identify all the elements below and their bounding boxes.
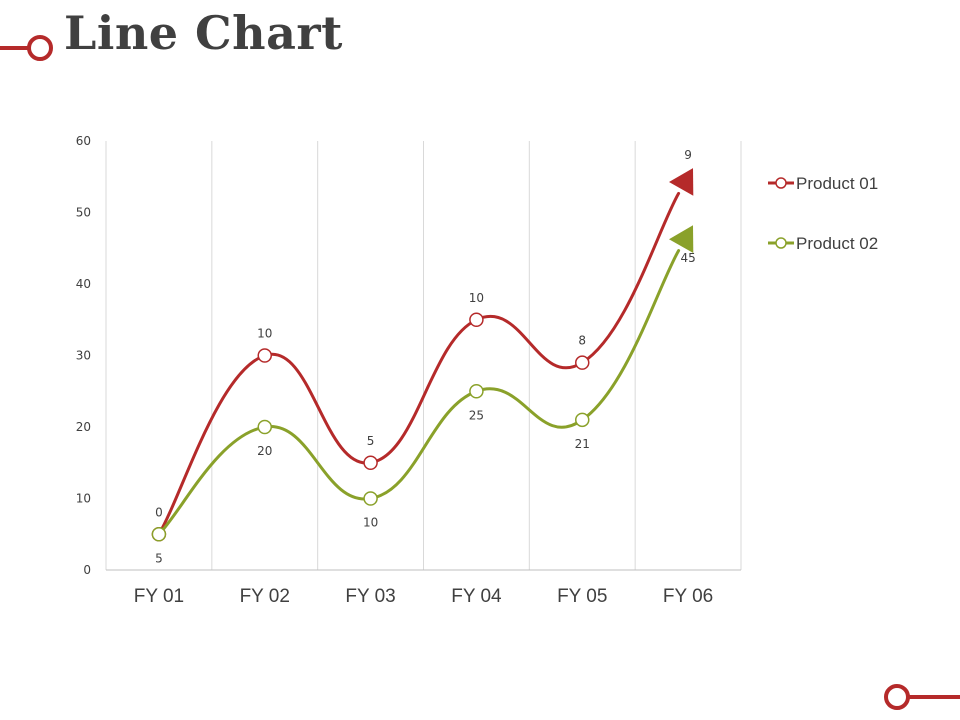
data-label: 5 (155, 551, 163, 565)
data-point (257, 348, 272, 363)
x-tick-label: FY 03 (345, 586, 395, 607)
data-label: 0 (155, 505, 163, 519)
legend: Product 01 Product 02 (768, 174, 878, 253)
y-tick-label: 50 (76, 206, 91, 220)
legend-entry-1: Product 01 (768, 174, 878, 193)
data-label: 20 (257, 444, 272, 458)
data-point (469, 384, 484, 399)
y-tick-label: 30 (76, 349, 91, 363)
data-point (257, 419, 272, 435)
data-label: 25 (469, 408, 484, 422)
data-point (363, 455, 378, 470)
data-label: 10 (469, 291, 484, 305)
data-point (575, 412, 590, 428)
data-point (469, 312, 484, 327)
y-tick-label: 40 (76, 277, 91, 291)
data-label: 8 (578, 334, 586, 348)
x-tick-label: FY 02 (240, 586, 290, 607)
legend-marker (775, 237, 787, 249)
y-tick-label: 0 (83, 563, 91, 577)
data-label: 9 (684, 148, 692, 162)
legend-marker (775, 177, 787, 189)
legend-label: Product 01 (796, 174, 878, 193)
page-title: Line Chart (64, 6, 343, 60)
data-label: 10 (257, 327, 272, 341)
legend-entry-2: Product 02 (768, 234, 878, 253)
bottom-right-decoration (884, 684, 960, 710)
data-label: 21 (575, 437, 590, 451)
y-tick-label: 10 (76, 492, 91, 506)
x-tick-label: FY 05 (557, 586, 607, 607)
series-line-1 (157, 191, 681, 536)
data-point (363, 491, 378, 506)
data-labels: 0 10 5 10 8 9 5 20 10 25 21 45 (155, 148, 696, 566)
x-tick-label: FY 06 (663, 586, 713, 607)
series (151, 168, 694, 542)
series-arrowhead-1 (669, 168, 694, 196)
data-label: 10 (363, 516, 378, 530)
top-left-decoration (0, 35, 53, 61)
data-label: 45 (680, 251, 695, 265)
y-tick-label: 60 (76, 134, 91, 148)
series-arrowhead-2 (669, 225, 694, 253)
data-point (151, 527, 167, 542)
series-line-2 (157, 249, 681, 536)
legend-label: Product 02 (796, 234, 878, 253)
x-tick-label: FY 04 (451, 586, 502, 607)
y-tick-label: 20 (76, 420, 91, 434)
x-tick-label: FY 01 (134, 586, 184, 607)
data-point (575, 355, 590, 370)
data-label: 5 (367, 434, 375, 448)
grid (105, 141, 742, 570)
